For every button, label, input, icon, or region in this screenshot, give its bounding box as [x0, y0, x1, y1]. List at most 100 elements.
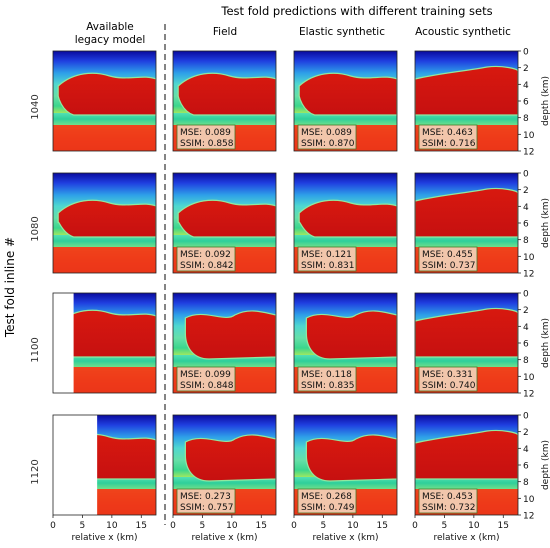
- y-tick-label: 2: [523, 306, 529, 316]
- metric-box: [297, 124, 357, 150]
- panel-frame: [52, 292, 157, 394]
- metric-box: [418, 124, 478, 150]
- ssim-value: SSIM: 0.757: [180, 503, 234, 513]
- y-tick-label: 8: [523, 478, 529, 488]
- y-tick-label: 12: [523, 512, 534, 522]
- x-tick-label: 15: [377, 521, 388, 531]
- panel-frame: [293, 414, 398, 516]
- ssim-value: SSIM: 0.842: [180, 261, 234, 271]
- metric-box: [418, 488, 478, 514]
- ssim-value: SSIM: 0.740: [422, 381, 476, 391]
- panel-frame: [172, 292, 277, 394]
- mse-value: MSE: 0.099: [180, 370, 231, 380]
- mse-value: MSE: 0.089: [180, 128, 231, 138]
- panel-frame: [172, 172, 277, 274]
- y-tick-label: 4: [523, 323, 529, 333]
- mse-value: MSE: 0.118: [301, 370, 352, 380]
- y-axis-label: depth (km): [541, 318, 550, 368]
- panel-frame: [52, 50, 157, 152]
- mse-value: MSE: 0.273: [180, 492, 231, 502]
- metric-box: [418, 246, 478, 272]
- y-tick-label: 4: [523, 81, 529, 91]
- mse-value: MSE: 0.092: [180, 250, 231, 260]
- y-tick-label: 6: [523, 98, 529, 108]
- y-tick-label: 10: [523, 131, 535, 141]
- sediment-band: [294, 235, 397, 247]
- row-label-1040: 1040: [30, 94, 41, 119]
- row-label-1080: 1080: [30, 216, 41, 241]
- y-tick-label: 4: [523, 445, 529, 455]
- x-axis-label: relative x (km): [72, 533, 138, 543]
- ssim-value: SSIM: 0.870: [301, 139, 355, 149]
- mse-value: MSE: 0.331: [422, 370, 473, 380]
- mse-value: MSE: 0.121: [301, 250, 352, 260]
- y-tick-label: 8: [523, 236, 529, 246]
- ssim-value: SSIM: 0.732: [422, 503, 476, 513]
- metric-box: [176, 246, 236, 272]
- row-axis-label: Test fold inline #: [3, 237, 17, 338]
- sediment-band: [415, 477, 518, 489]
- main-title: Test fold predictions with different tra…: [220, 4, 492, 18]
- mse-value: MSE: 0.268: [301, 492, 352, 502]
- deep-band: [53, 125, 156, 151]
- metric-box: [297, 366, 357, 392]
- sediment-band: [294, 113, 397, 125]
- legacy-blank-region: [53, 293, 74, 393]
- metric-box: [176, 488, 236, 514]
- salt-body: [305, 434, 397, 482]
- mse-value: MSE: 0.463: [422, 128, 473, 138]
- legacy-header-line2: legacy model: [75, 34, 146, 46]
- panel-r0-c0: [52, 50, 157, 152]
- y-tick-label: 6: [523, 340, 529, 350]
- x-tick-label: 5: [321, 521, 327, 531]
- x-tick-label: 0: [170, 521, 176, 531]
- y-tick-label: 2: [523, 64, 529, 74]
- x-axis-label: relative x (km): [313, 533, 379, 543]
- mse-value: MSE: 0.089: [301, 128, 352, 138]
- y-tick-label: 8: [523, 114, 529, 124]
- y-tick-label: 0: [523, 412, 529, 422]
- metric-box: [418, 366, 478, 392]
- x-tick-label: 15: [256, 521, 267, 531]
- y-tick-label: 12: [523, 270, 534, 280]
- panel-r1-c0: [52, 172, 157, 274]
- sediment-band: [173, 113, 276, 125]
- sediment-band: [53, 113, 156, 125]
- row-label-1120: 1120: [30, 459, 41, 484]
- y-tick-label: 2: [523, 428, 529, 438]
- y-tick-label: 10: [523, 495, 535, 505]
- ssim-value: SSIM: 0.835: [301, 381, 355, 391]
- salt-body: [177, 199, 276, 238]
- x-tick-label: 10: [226, 521, 238, 531]
- panel-frame: [293, 50, 398, 152]
- x-tick-label: 15: [498, 521, 509, 531]
- row-label-1100: 1100: [30, 337, 41, 362]
- y-tick-label: 12: [523, 148, 534, 158]
- y-tick-label: 12: [523, 390, 534, 400]
- x-tick-label: 10: [106, 521, 118, 531]
- y-tick-label: 6: [523, 462, 529, 472]
- legacy-blank-region: [53, 415, 98, 515]
- ssim-value: SSIM: 0.749: [301, 503, 355, 513]
- column-title-acoustic: Acoustic synthetic: [415, 26, 511, 38]
- deep-band: [53, 247, 156, 273]
- ssim-value: SSIM: 0.831: [301, 261, 355, 271]
- x-tick-label: 0: [291, 521, 297, 531]
- y-tick-label: 6: [523, 220, 529, 230]
- x-tick-label: 0: [50, 521, 56, 531]
- x-axis-label: relative x (km): [434, 533, 500, 543]
- ssim-value: SSIM: 0.848: [180, 381, 234, 391]
- salt-body: [298, 72, 397, 116]
- sediment-band: [415, 235, 518, 247]
- metric-box: [176, 124, 236, 150]
- y-tick-label: 0: [523, 290, 529, 300]
- sediment-band: [415, 113, 518, 125]
